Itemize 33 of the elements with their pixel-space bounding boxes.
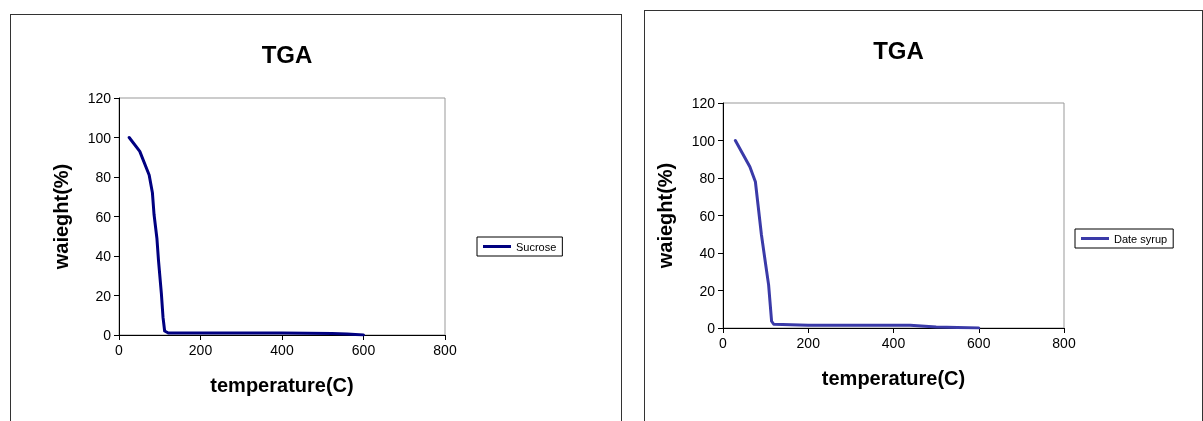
x-axis-title: temperature(C) [210,374,354,396]
y-tick-label: 60 [699,207,716,224]
legend-label: Sucrose [516,240,557,253]
x-tick-label: 200 [796,335,821,351]
y-tick-label: 40 [699,245,716,261]
x-tick-label: 400 [881,335,906,351]
x-tick-label: 800 [433,342,457,358]
y-tick-label: 60 [95,208,112,225]
y-tick-label: 120 [87,90,112,106]
line-series [127,136,365,337]
y-tick-label: 20 [95,287,112,304]
y-tick-label: 40 [95,248,112,264]
x-tick-label: 200 [188,342,213,358]
y-tick-label: 100 [87,129,112,146]
y-tick-label: 120 [691,95,716,111]
y-axis-title: waieght(%) [50,163,72,271]
x-axis-title: temperature(C) [821,367,966,389]
x-tick-label: 0 [115,342,124,358]
y-tick-label: 0 [707,320,716,336]
y-axis-title: waieght(%) [654,162,676,270]
chart-title: TGA [261,40,313,68]
x-tick-label: 0 [719,335,728,351]
line-series [733,139,981,330]
x-tick-label: 800 [1052,335,1076,351]
y-tick-label: 80 [699,170,716,186]
y-tick-label: 80 [95,169,112,185]
chart-title: TGA [873,36,924,64]
x-tick-label: 400 [270,342,294,358]
legend-label: Date syrup [1114,232,1168,245]
x-tick-label: 600 [351,342,376,358]
x-tick-label: 600 [967,335,991,351]
y-tick-label: 100 [691,132,716,149]
y-tick-label: 20 [699,282,716,299]
